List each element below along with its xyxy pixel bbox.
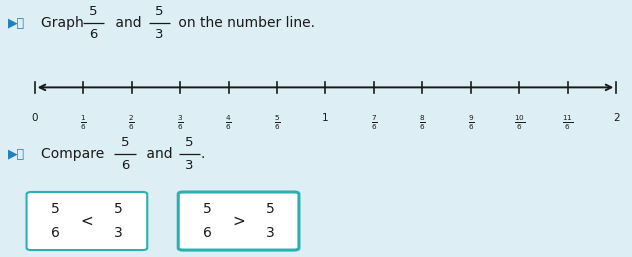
Text: 6: 6 <box>51 226 60 240</box>
Text: on the number line.: on the number line. <box>174 16 315 30</box>
Text: 5: 5 <box>185 136 194 149</box>
Text: 5: 5 <box>203 203 212 216</box>
Text: $\frac{8}{6}$: $\frac{8}{6}$ <box>419 113 426 132</box>
Text: 6: 6 <box>89 28 98 41</box>
Text: <: < <box>80 214 94 228</box>
Text: 5: 5 <box>51 203 60 216</box>
Text: ▶⧴: ▶⧴ <box>8 17 25 30</box>
Text: $\frac{9}{6}$: $\frac{9}{6}$ <box>468 113 474 132</box>
Text: 3: 3 <box>114 226 123 240</box>
Text: 3: 3 <box>265 226 274 240</box>
Text: $\frac{5}{6}$: $\frac{5}{6}$ <box>274 113 281 132</box>
Text: and: and <box>111 16 145 30</box>
Text: $\frac{1}{6}$: $\frac{1}{6}$ <box>80 113 87 132</box>
Text: $\frac{3}{6}$: $\frac{3}{6}$ <box>177 113 183 132</box>
Text: 0: 0 <box>32 113 38 123</box>
Text: 5: 5 <box>89 5 98 18</box>
Text: $\frac{7}{6}$: $\frac{7}{6}$ <box>370 113 377 132</box>
Text: 5: 5 <box>121 136 130 149</box>
Text: 3: 3 <box>185 159 194 172</box>
Text: >: > <box>232 214 245 228</box>
Text: $\frac{10}{6}$: $\frac{10}{6}$ <box>514 113 525 132</box>
Text: $\frac{2}{6}$: $\frac{2}{6}$ <box>128 113 135 132</box>
Text: ▶⧴: ▶⧴ <box>8 148 25 161</box>
Text: 2: 2 <box>613 113 619 123</box>
Text: 3: 3 <box>155 28 164 41</box>
Text: Compare: Compare <box>41 147 109 161</box>
Text: and: and <box>142 147 177 161</box>
Text: .: . <box>201 147 205 161</box>
Text: 6: 6 <box>203 226 212 240</box>
Text: 6: 6 <box>121 159 130 172</box>
Text: 5: 5 <box>265 203 274 216</box>
Text: 5: 5 <box>155 5 164 18</box>
Text: $\frac{11}{6}$: $\frac{11}{6}$ <box>562 113 573 132</box>
Text: 1: 1 <box>322 113 329 123</box>
Text: Graph: Graph <box>41 16 88 30</box>
FancyBboxPatch shape <box>178 192 299 250</box>
Text: $\frac{4}{6}$: $\frac{4}{6}$ <box>225 113 232 132</box>
Text: 5: 5 <box>114 203 123 216</box>
FancyBboxPatch shape <box>27 192 147 250</box>
